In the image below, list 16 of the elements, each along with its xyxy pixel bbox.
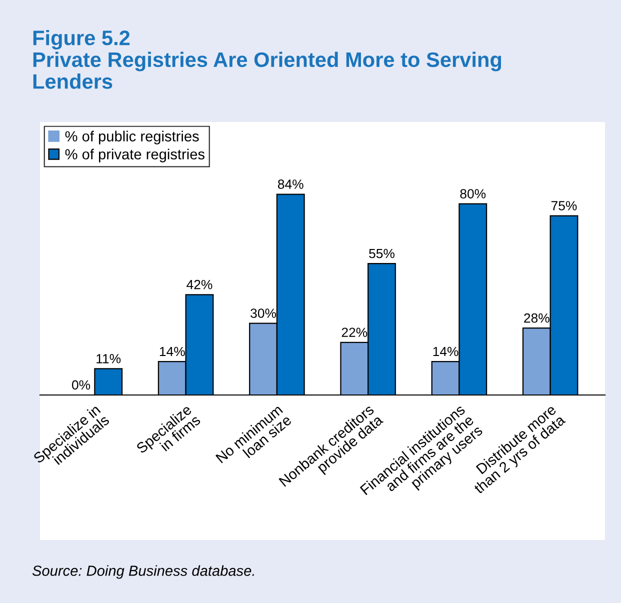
- data-label: 30%: [250, 308, 276, 318]
- data-label: 0%: [72, 380, 90, 390]
- data-label: 75%: [551, 201, 577, 210]
- data-label: 14%: [160, 346, 185, 356]
- data-label: 55%: [369, 248, 394, 258]
- legend-label: % of public registries: [65, 130, 199, 144]
- source-note: Source: Doing Business database.: [32, 565, 254, 579]
- data-label: 28%: [524, 313, 550, 323]
- legend-label: % of private registries: [65, 148, 204, 162]
- chart-title: Figure 5.2 Private Registries Are Oriented More to Serving Lenders: [33, 30, 502, 89]
- data-label: 22%: [342, 328, 368, 337]
- data-label: 42%: [186, 280, 212, 290]
- data-label: 14%: [433, 346, 458, 356]
- data-label: 84%: [278, 180, 304, 189]
- data-label: 80%: [460, 189, 486, 198]
- data-label: 11%: [96, 354, 121, 364]
